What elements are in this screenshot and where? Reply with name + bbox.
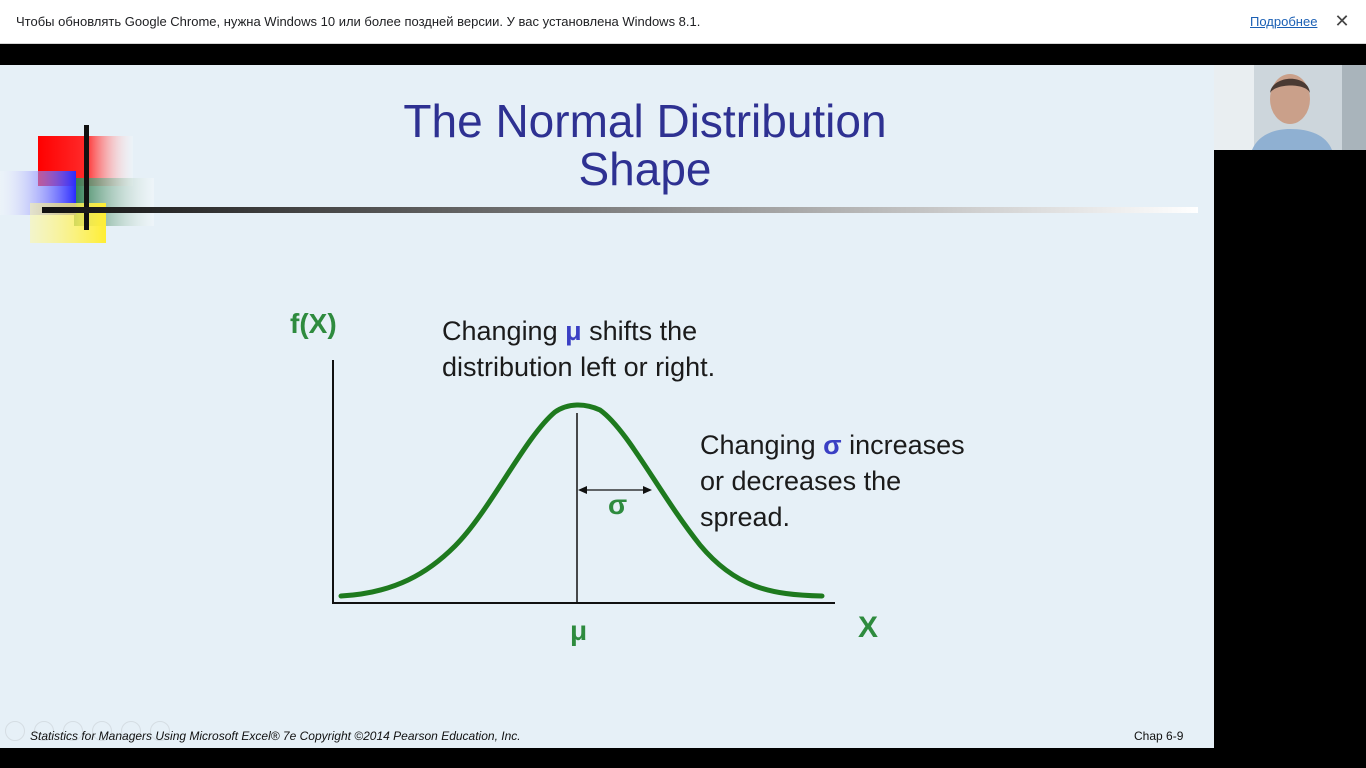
close-icon[interactable]: ✕ [1334,11,1350,31]
annotation-sigma: Changing σ increases or decreases the sp… [700,430,965,532]
nav-prev-icon[interactable] [5,721,25,741]
mu-label: μ [570,615,588,646]
slide-page-number: Chap 6-9 [1134,729,1184,743]
presentation-slide: The Normal Distribution Shape f(X) X μ σ… [0,65,1214,748]
slide-footer: Statistics for Managers Using Microsoft … [30,729,521,743]
sigma-arrow-head-right [643,486,652,494]
update-infobar: Чтобы обновлять Google Chrome, нужна Win… [0,0,1366,44]
nav-menu-icon[interactable] [34,721,54,741]
annotation-mu: Changing μ shifts the distribution left … [442,316,716,382]
slide-title: The Normal Distribution Shape [300,97,990,193]
nav-next-icon[interactable] [150,721,170,741]
normal-curve-diagram [332,360,835,604]
presenter-video [1214,65,1366,150]
nav-slides-icon[interactable] [92,721,112,741]
y-axis-label: f(X) [290,308,337,339]
sigma-arrow-head-left [578,486,587,494]
nav-zoom-icon[interactable] [121,721,141,741]
title-line-2: Shape [578,143,712,195]
mu-symbol: μ [565,316,582,346]
title-line-1: The Normal Distribution [403,95,887,147]
learn-more-link[interactable]: Подробнее [1250,14,1318,29]
sigma-label: σ [608,489,628,520]
infobar-message: Чтобы обновлять Google Chrome, нужна Win… [16,14,701,29]
nav-pen-icon[interactable] [63,721,83,741]
slide-decoration [0,125,1198,243]
bell-curve [338,402,825,599]
sigma-symbol: σ [823,430,842,460]
webcam-thumbnail [1214,65,1366,150]
x-axis-label: X [858,611,879,644]
